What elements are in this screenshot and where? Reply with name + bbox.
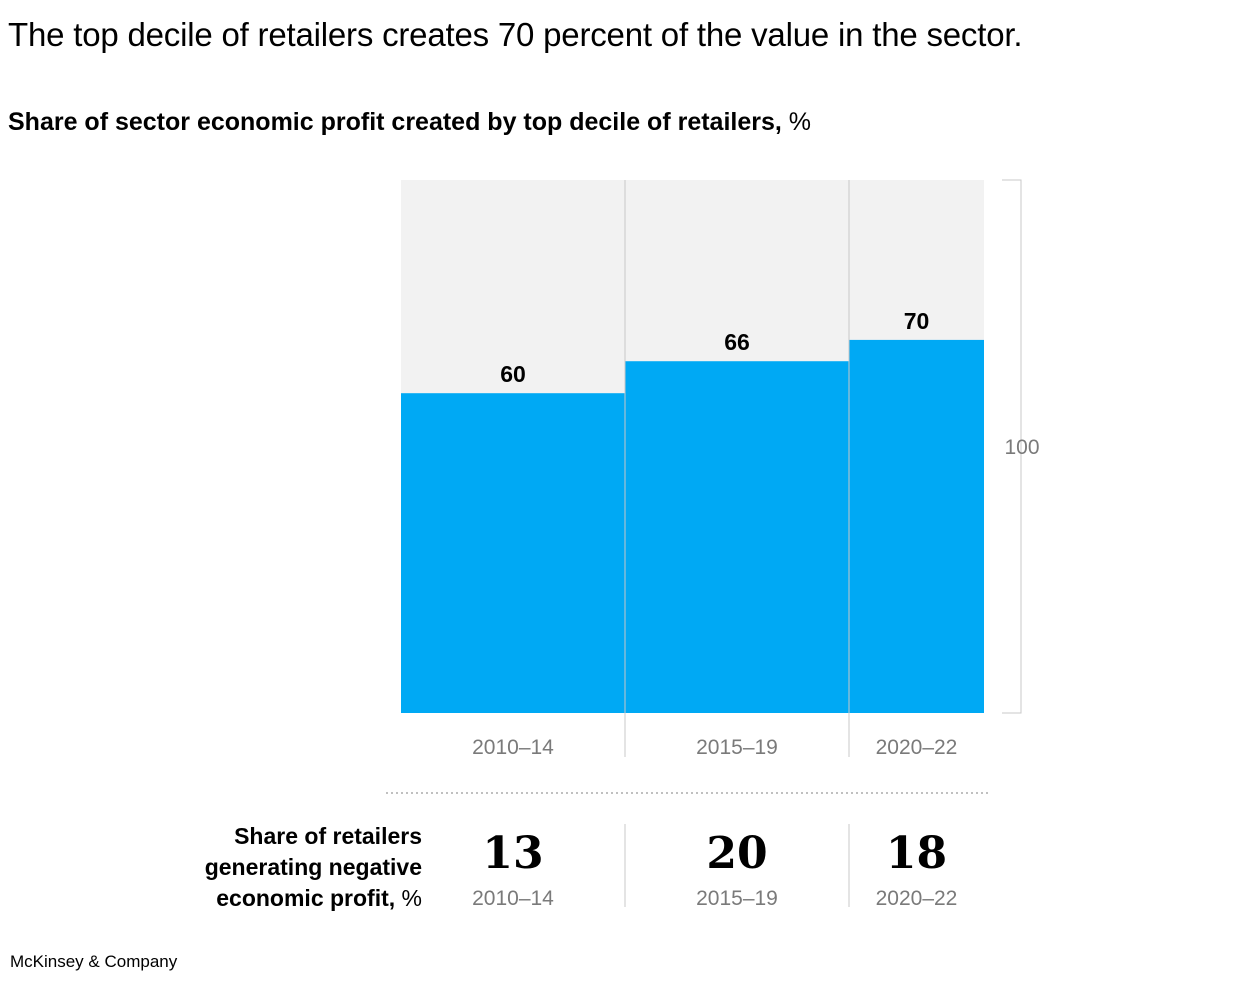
- negative-profit-value: 20: [706, 828, 767, 879]
- x-tick-label: 2020–22: [876, 736, 958, 759]
- scale-bracket: [1002, 179, 1022, 714]
- scale-label: 100: [1004, 436, 1039, 459]
- negative-profit-value: 18: [886, 828, 947, 879]
- bar-2010–14: [401, 393, 625, 713]
- negative-profit-period: 2015–19: [696, 887, 778, 910]
- bar-value-label: 70: [904, 308, 930, 334]
- bar-2015–19: [625, 361, 849, 713]
- page-title: The top decile of retailers creates 70 p…: [8, 16, 1023, 53]
- negative-profit-value: 13: [482, 828, 543, 879]
- negative-profit-label: Share of retailers generating negative e…: [122, 821, 422, 914]
- x-tick-label: 2010–14: [472, 736, 554, 759]
- chart-subtitle-unit: %: [788, 108, 812, 136]
- bar-value-label: 66: [724, 329, 750, 355]
- bar-2020–22: [849, 339, 984, 713]
- negative-profit-period: 2010–14: [472, 887, 554, 910]
- bar-value-label: 60: [500, 361, 526, 387]
- negative-profit-label-text: Share of retailers generating negative e…: [204, 823, 422, 911]
- negative-profit-label-unit: %: [401, 885, 422, 911]
- negative-profit-period: 2020–22: [876, 887, 958, 910]
- x-tick-label: 2015–19: [696, 736, 778, 759]
- footer-brand: McKinsey & Company: [10, 952, 178, 971]
- chart-subtitle: Share of sector economic profit created …: [8, 108, 811, 137]
- chart-subtitle-text: Share of sector economic profit created …: [8, 108, 782, 136]
